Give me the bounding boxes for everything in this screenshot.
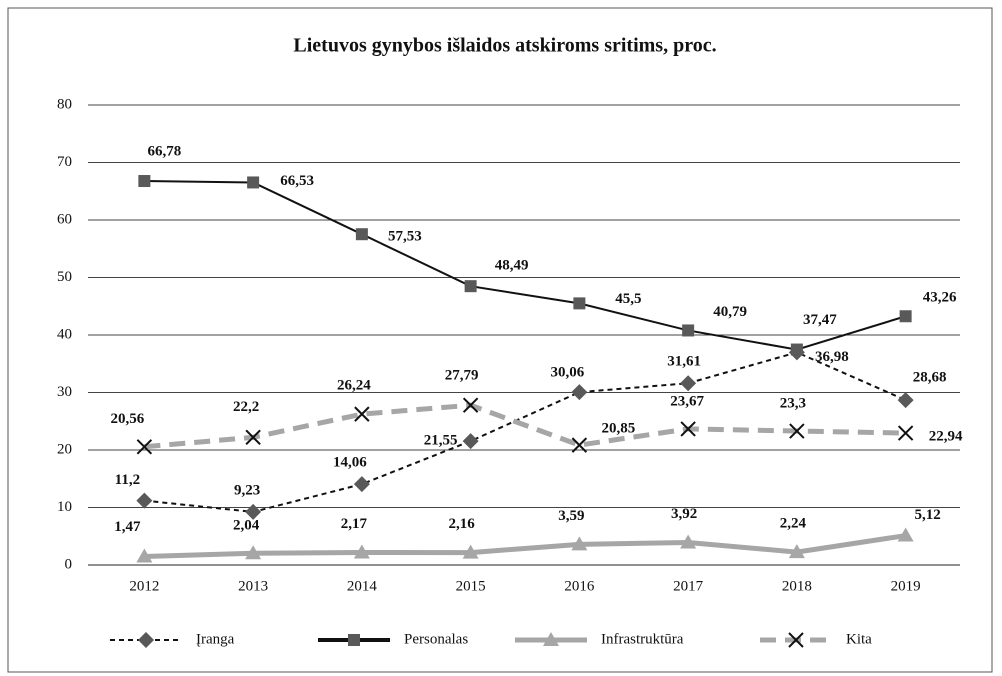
data-label: 22,94 [929, 429, 963, 445]
data-point [462, 397, 479, 413]
data-label: 36,98 [815, 349, 849, 365]
data-point [897, 527, 914, 542]
legend-marker [138, 632, 154, 648]
data-point [571, 536, 588, 551]
data-label: 9,23 [234, 482, 260, 498]
data-label: 45,5 [615, 291, 641, 307]
data-point [680, 375, 697, 392]
data-point [354, 406, 370, 422]
data-point [136, 439, 153, 455]
data-label: 1,47 [114, 519, 141, 535]
series-line [144, 402, 906, 450]
data-label: 66,53 [280, 173, 314, 189]
series-line [144, 351, 907, 513]
data-point [353, 476, 370, 493]
data-label: 66,78 [148, 143, 182, 159]
data-point [462, 544, 479, 559]
data-label: 31,61 [667, 354, 701, 370]
legend-marker [348, 634, 360, 646]
data-label: 23,67 [670, 393, 704, 409]
legend-label: Infrastruktūra [601, 631, 684, 647]
data-label: 26,24 [337, 378, 371, 394]
legend-label: Kita [846, 631, 872, 647]
y-tick-label: 30 [57, 384, 72, 400]
data-label: 28,68 [913, 370, 947, 386]
chart-title: Lietuvos gynybos išlaidos atskiroms srit… [293, 35, 716, 57]
data-label: 40,79 [713, 304, 747, 320]
data-label: 21,55 [424, 433, 458, 449]
x-tick-label: 2018 [782, 578, 812, 594]
data-point [136, 548, 153, 563]
chart-frame [7, 7, 993, 673]
data-point [897, 425, 914, 441]
data-label: 37,47 [803, 312, 837, 328]
x-tick-label: 2013 [238, 578, 268, 594]
data-point [789, 423, 805, 439]
x-tick-label: 2012 [129, 578, 159, 594]
legend-marker [788, 632, 804, 648]
y-tick-label: 0 [65, 556, 73, 572]
legend-label: Personalas [404, 631, 468, 647]
data-point [353, 544, 370, 559]
y-tick-label: 40 [57, 326, 72, 342]
data-label: 11,2 [115, 472, 140, 488]
data-point [571, 437, 588, 453]
data-label: 5,12 [915, 507, 941, 523]
data-point [573, 297, 586, 310]
data-point [897, 392, 914, 409]
data-point [680, 534, 697, 549]
legend-label: Įranga [196, 631, 235, 647]
y-tick-label: 80 [57, 96, 72, 112]
data-point [247, 176, 260, 189]
data-label: 22,2 [233, 399, 259, 415]
data-label: 57,53 [388, 229, 422, 245]
data-label: 2,16 [449, 516, 476, 532]
data-label: 27,79 [445, 368, 479, 384]
data-label: 20,85 [602, 421, 636, 437]
y-tick-label: 20 [57, 441, 72, 457]
data-point [138, 175, 151, 188]
data-point [355, 228, 368, 241]
data-point [245, 503, 262, 520]
data-label: 23,3 [780, 395, 806, 411]
y-tick-label: 70 [57, 154, 72, 170]
data-label: 14,06 [333, 455, 367, 471]
data-label: 3,59 [558, 508, 584, 524]
data-label: 3,92 [671, 506, 697, 522]
series-line [144, 180, 906, 351]
data-point [788, 544, 805, 559]
data-point [464, 280, 477, 293]
y-tick-label: 50 [57, 269, 72, 285]
data-point [682, 324, 695, 337]
data-label: 30,06 [551, 365, 585, 381]
series-line [144, 533, 907, 560]
legend-marker [543, 632, 559, 646]
x-tick-label: 2017 [673, 578, 704, 594]
x-tick-label: 2019 [891, 578, 921, 594]
x-tick-label: 2014 [347, 578, 378, 594]
x-tick-label: 2015 [456, 578, 486, 594]
data-point [462, 433, 479, 450]
y-tick-label: 10 [57, 499, 72, 515]
data-point [899, 310, 912, 323]
data-label: 2,17 [341, 516, 368, 532]
data-label: 2,24 [780, 516, 807, 532]
data-point [245, 429, 261, 446]
data-point [245, 545, 262, 560]
data-label: 48,49 [495, 258, 529, 274]
y-tick-label: 60 [57, 211, 72, 227]
x-tick-label: 2016 [564, 578, 595, 594]
data-label: 20,56 [111, 411, 145, 427]
data-point [790, 343, 803, 356]
data-label: 2,04 [233, 518, 260, 534]
data-point [680, 421, 696, 437]
data-point [136, 492, 153, 509]
data-label: 43,26 [923, 290, 957, 306]
data-point [571, 384, 588, 401]
